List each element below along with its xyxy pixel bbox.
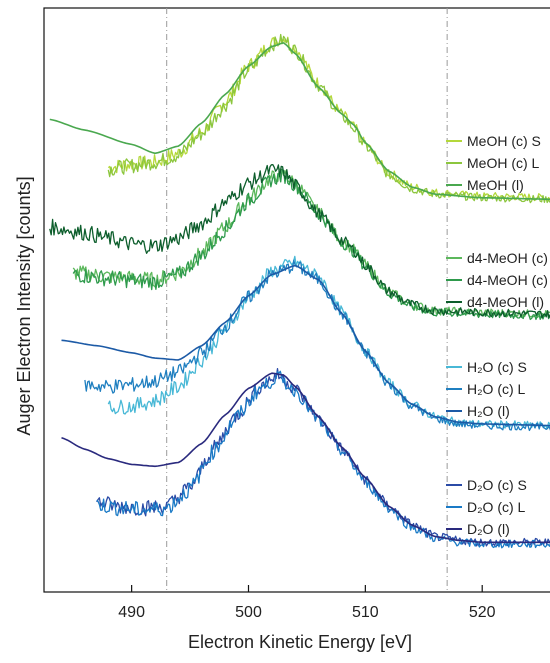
y-axis-label: Auger Electron Intensity [counts] [14, 176, 34, 435]
x-tick-label-490: 490 [118, 604, 145, 621]
x-tick-label-520: 520 [469, 604, 496, 621]
legend-label-MeOH-2: MeOH (l) [467, 177, 524, 193]
legend-label-D2O-1: D₂O (c) L [467, 499, 526, 515]
legend-label-d4-MeOH-0: d4-MeOH (c) S [467, 250, 550, 266]
legend-label-d4-MeOH-2: d4-MeOH (l) [467, 294, 544, 310]
legend-label-d4-MeOH-1: d4-MeOH (c) L [467, 272, 550, 288]
legend-label-MeOH-0: MeOH (c) S [467, 133, 541, 149]
legend-label-MeOH-1: MeOH (c) L [467, 155, 540, 171]
legend-label-D2O-0: D₂O (c) S [467, 477, 527, 493]
series-line-MeOH-2 [50, 43, 550, 200]
series-layer [50, 35, 550, 548]
x-tick-label-500: 500 [235, 604, 262, 621]
series-line-D2O-2 [62, 373, 550, 542]
reference-lines [167, 8, 447, 592]
legend-label-H2O-0: H₂O (c) S [467, 359, 527, 375]
x-axis: 490 500 510 520 [118, 585, 495, 621]
legend-label-H2O-2: H₂O (l) [467, 403, 510, 419]
x-tick-label-510: 510 [352, 604, 379, 621]
legend-label-D2O-2: D₂O (l) [467, 521, 510, 537]
legend-label-H2O-1: H₂O (c) L [467, 381, 526, 397]
x-axis-label: Electron Kinetic Energy [eV] [188, 632, 412, 652]
legend-layer: MeOH (c) S MeOH (c) L MeOH (l) d4-MeOH (c) … [446, 133, 550, 537]
